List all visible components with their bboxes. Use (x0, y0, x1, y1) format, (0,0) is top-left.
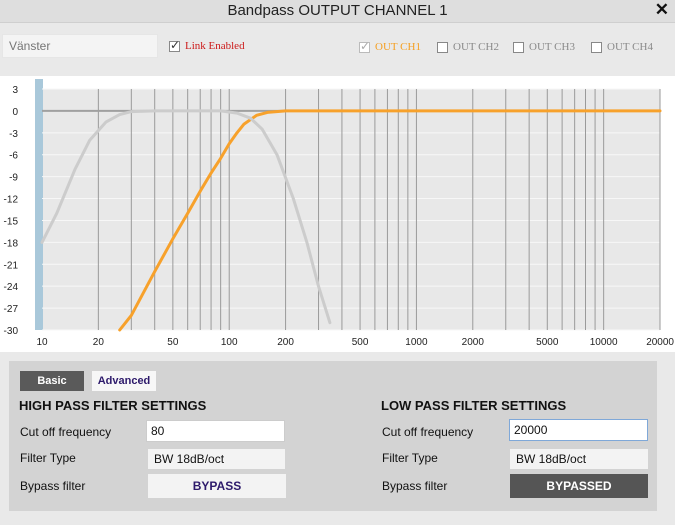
filter-settings-panel: Basic Advanced HIGH PASS FILTER SETTINGS… (9, 361, 657, 511)
out-ch3-checkbox[interactable]: OUT CH3 (513, 41, 575, 53)
link-enabled-label: Link Enabled (185, 40, 245, 52)
out-ch1-label: OUT CH1 (375, 41, 421, 53)
lowpass-cutoff-input[interactable] (509, 419, 648, 441)
checkbox-icon[interactable] (437, 41, 448, 53)
out-ch4-label: OUT CH4 (607, 41, 653, 53)
x-tick-label: 1000 (405, 337, 428, 348)
y-tick-label: -30 (4, 326, 19, 337)
lowpass-filter-type-select[interactable]: BW 18dB/oct (510, 449, 648, 469)
y-tick-label: -12 (4, 195, 19, 206)
x-tick-label: 200 (277, 337, 294, 348)
highpass-bypass-label: Bypass filter (20, 479, 86, 493)
out-ch2-checkbox[interactable]: OUT CH2 (437, 41, 499, 53)
series-line-2 (40, 109, 332, 325)
out-ch1-checkbox[interactable]: OUT CH1 (359, 39, 421, 53)
y-tick-label: 3 (12, 85, 18, 96)
highpass-bypass-button[interactable]: BYPASS (148, 474, 286, 498)
close-icon[interactable]: ✕ (654, 0, 669, 19)
series-line-1 (118, 109, 662, 332)
x-tick-label: 10 (36, 337, 48, 348)
highpass-type-label: Filter Type (20, 451, 76, 465)
frequency-response-plot: 3 0 -3 -6 -9 -12 -15 -18 -21 -24 -27 -30 10 20 50 100 20… (4, 79, 674, 348)
y-tick-label: -9 (9, 173, 18, 184)
lowpass-bypass-button[interactable]: BYPASSED (510, 474, 648, 498)
out-ch4-checkbox[interactable]: OUT CH4 (591, 41, 653, 53)
lowpass-cutoff-label: Cut off frequency (382, 425, 474, 439)
y-tick-label: -27 (4, 304, 19, 315)
title-bar: Bandpass OUTPUT CHANNEL 1 ✕ (0, 0, 675, 23)
tab-advanced[interactable]: Advanced (92, 371, 156, 391)
x-tick-label: 2000 (462, 337, 485, 348)
checkbox-icon[interactable] (513, 41, 524, 53)
x-tick-label: 10000 (590, 337, 618, 348)
checkbox-icon[interactable] (591, 41, 602, 53)
y-tick-label: -6 (9, 151, 18, 162)
x-tick-label: 5000 (536, 337, 559, 348)
y-tick-label: -18 (4, 238, 19, 249)
plot-area (42, 89, 660, 330)
lowpass-bypass-label: Bypass filter (382, 479, 448, 493)
highpass-cutoff-input[interactable] (146, 420, 285, 442)
out-ch3-label: OUT CH3 (529, 41, 575, 53)
highpass-cutoff-label: Cut off frequency (20, 425, 112, 439)
left-axis-strip (35, 79, 43, 330)
y-tick-label: -24 (4, 282, 19, 293)
channel-name-input[interactable] (2, 34, 158, 58)
highpass-filter-type-select[interactable]: BW 18dB/oct (148, 449, 285, 469)
y-tick-label: -15 (4, 216, 19, 227)
checkbox-icon[interactable] (169, 38, 180, 52)
x-tick-label: 500 (352, 337, 369, 348)
tab-basic[interactable]: Basic (20, 371, 84, 391)
y-tick-label: 0 (12, 107, 18, 118)
x-tick-label: 20 (93, 337, 105, 348)
checkbox-icon[interactable] (359, 39, 370, 53)
x-tick-label: 50 (167, 337, 179, 348)
out-ch2-label: OUT CH2 (453, 41, 499, 53)
frequency-response-chart: 3 0 -3 -6 -9 -12 -15 -18 -21 -24 -27 -30 10 20 50 100 20… (0, 76, 675, 352)
x-tick-label: 20000 (646, 337, 674, 348)
highpass-title: HIGH PASS FILTER SETTINGS (19, 398, 207, 413)
lowpass-type-label: Filter Type (382, 451, 438, 465)
y-tick-label: -3 (9, 129, 18, 140)
y-tick-label: -21 (4, 260, 19, 271)
x-tick-label: 100 (221, 337, 238, 348)
window-title: Bandpass OUTPUT CHANNEL 1 (227, 2, 448, 19)
lowpass-title: LOW PASS FILTER SETTINGS (381, 398, 567, 413)
link-enabled-checkbox[interactable]: Link Enabled (169, 38, 245, 52)
